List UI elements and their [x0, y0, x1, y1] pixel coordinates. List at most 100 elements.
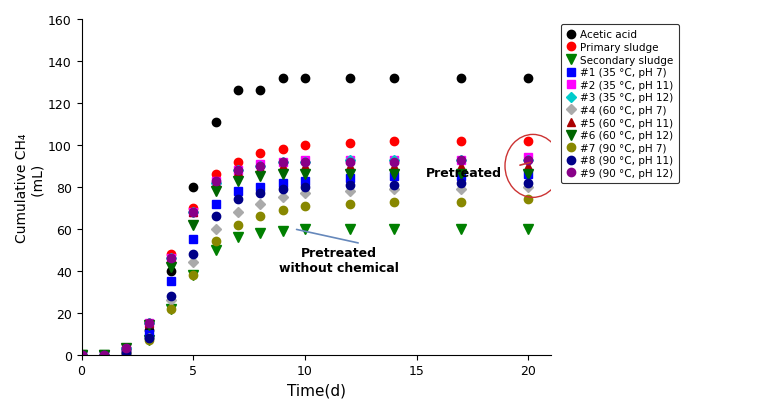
- Secondary sludge: [457, 227, 466, 232]
- Primary sludge: [390, 139, 399, 144]
- #1 (35 °C, pH 7): [166, 279, 175, 284]
- #7 (90 °C, pH 7): [524, 197, 533, 202]
- #1 (35 °C, pH 7): [122, 348, 131, 353]
- #2 (35 °C, pH 11): [301, 158, 310, 163]
- #6 (60 °C, pH 12): [77, 352, 86, 357]
- #2 (35 °C, pH 11): [278, 160, 288, 165]
- #3 (35 °C, pH 12): [233, 168, 243, 173]
- Primary sludge: [301, 143, 310, 148]
- #2 (35 °C, pH 11): [524, 156, 533, 161]
- Primary sludge: [144, 321, 153, 326]
- Line: #9 (90 °C, pH 12): #9 (90 °C, pH 12): [77, 156, 532, 359]
- #1 (35 °C, pH 7): [233, 189, 243, 194]
- #2 (35 °C, pH 11): [122, 346, 131, 351]
- Line: Primary sludge: Primary sludge: [77, 137, 532, 359]
- #8 (90 °C, pH 11): [278, 187, 288, 192]
- #1 (35 °C, pH 7): [390, 174, 399, 179]
- #7 (90 °C, pH 7): [256, 214, 265, 219]
- #4 (60 °C, pH 7): [345, 189, 354, 194]
- #3 (35 °C, pH 12): [457, 158, 466, 163]
- Secondary sludge: [524, 227, 533, 232]
- #6 (60 °C, pH 12): [278, 172, 288, 177]
- Line: #2 (35 °C, pH 11): #2 (35 °C, pH 11): [77, 154, 532, 359]
- #5 (60 °C, pH 11): [211, 181, 220, 186]
- #5 (60 °C, pH 11): [77, 352, 86, 357]
- #4 (60 °C, pH 7): [122, 350, 131, 355]
- #5 (60 °C, pH 11): [345, 164, 354, 169]
- #3 (35 °C, pH 12): [144, 321, 153, 326]
- #8 (90 °C, pH 11): [390, 183, 399, 188]
- #9 (90 °C, pH 12): [211, 179, 220, 184]
- #5 (60 °C, pH 11): [524, 164, 533, 169]
- Line: Secondary sludge: Secondary sludge: [76, 224, 533, 360]
- #5 (60 °C, pH 11): [166, 256, 175, 261]
- #1 (35 °C, pH 7): [345, 176, 354, 181]
- Secondary sludge: [301, 227, 310, 232]
- Secondary sludge: [211, 248, 220, 253]
- #9 (90 °C, pH 12): [122, 346, 131, 351]
- #1 (35 °C, pH 7): [211, 202, 220, 206]
- #4 (60 °C, pH 7): [211, 227, 220, 232]
- #9 (90 °C, pH 12): [189, 210, 198, 215]
- #1 (35 °C, pH 7): [524, 172, 533, 177]
- Acetic acid: [457, 76, 466, 81]
- #6 (60 °C, pH 12): [233, 179, 243, 184]
- #5 (60 °C, pH 11): [278, 164, 288, 169]
- #5 (60 °C, pH 11): [390, 164, 399, 169]
- #7 (90 °C, pH 7): [77, 352, 86, 357]
- Acetic acid: [77, 352, 86, 357]
- #4 (60 °C, pH 7): [99, 352, 109, 357]
- #1 (35 °C, pH 7): [278, 181, 288, 186]
- #6 (60 °C, pH 12): [457, 172, 466, 177]
- #3 (35 °C, pH 12): [301, 160, 310, 165]
- Secondary sludge: [256, 231, 265, 236]
- Acetic acid: [189, 185, 198, 190]
- #5 (60 °C, pH 11): [189, 210, 198, 215]
- #8 (90 °C, pH 11): [77, 352, 86, 357]
- #6 (60 °C, pH 12): [524, 172, 533, 177]
- #6 (60 °C, pH 12): [256, 174, 265, 179]
- #7 (90 °C, pH 7): [211, 240, 220, 244]
- #7 (90 °C, pH 7): [189, 273, 198, 278]
- #7 (90 °C, pH 7): [390, 199, 399, 204]
- Secondary sludge: [122, 350, 131, 355]
- #6 (60 °C, pH 12): [99, 352, 109, 357]
- Acetic acid: [256, 89, 265, 94]
- #9 (90 °C, pH 12): [278, 160, 288, 165]
- #3 (35 °C, pH 12): [99, 352, 109, 357]
- #2 (35 °C, pH 11): [457, 158, 466, 163]
- #5 (60 °C, pH 11): [122, 346, 131, 351]
- Secondary sludge: [345, 227, 354, 232]
- Primary sludge: [256, 152, 265, 157]
- #8 (90 °C, pH 11): [144, 336, 153, 341]
- #4 (60 °C, pH 7): [233, 210, 243, 215]
- #4 (60 °C, pH 7): [256, 202, 265, 206]
- #9 (90 °C, pH 12): [301, 160, 310, 165]
- #3 (35 °C, pH 12): [524, 158, 533, 163]
- #6 (60 °C, pH 12): [144, 323, 153, 328]
- #2 (35 °C, pH 11): [390, 158, 399, 163]
- Acetic acid: [524, 76, 533, 81]
- #3 (35 °C, pH 12): [122, 346, 131, 351]
- #5 (60 °C, pH 11): [256, 166, 265, 171]
- Text: Pretreated
without chemical: Pretreated without chemical: [278, 246, 399, 274]
- #4 (60 °C, pH 7): [144, 336, 153, 341]
- #1 (35 °C, pH 7): [457, 174, 466, 179]
- Acetic acid: [233, 89, 243, 94]
- X-axis label: Time(d): Time(d): [287, 383, 346, 398]
- #7 (90 °C, pH 7): [122, 350, 131, 355]
- Primary sludge: [189, 206, 198, 211]
- #5 (60 °C, pH 11): [144, 321, 153, 326]
- #2 (35 °C, pH 11): [166, 256, 175, 261]
- #8 (90 °C, pH 11): [233, 197, 243, 202]
- Y-axis label: Cumulative CH₄
   (mL): Cumulative CH₄ (mL): [15, 133, 45, 242]
- #7 (90 °C, pH 7): [144, 338, 153, 343]
- #1 (35 °C, pH 7): [256, 185, 265, 190]
- Primary sludge: [233, 160, 243, 165]
- #9 (90 °C, pH 12): [144, 321, 153, 326]
- #8 (90 °C, pH 11): [122, 350, 131, 355]
- #7 (90 °C, pH 7): [457, 199, 466, 204]
- #6 (60 °C, pH 12): [189, 223, 198, 228]
- #5 (60 °C, pH 11): [233, 170, 243, 175]
- Acetic acid: [99, 352, 109, 357]
